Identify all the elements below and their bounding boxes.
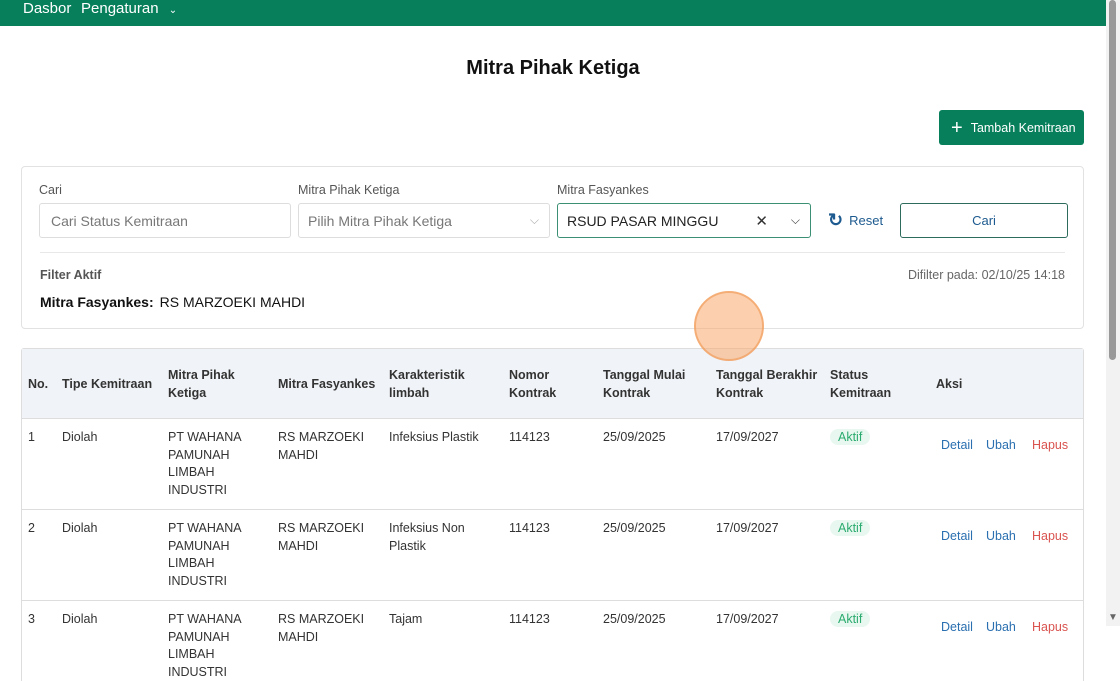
detail-link[interactable]: Detail [941,620,973,634]
cell-nomor: 114123 [509,521,550,535]
click-indicator [694,291,764,361]
fasyankes-select[interactable]: RSUD PASAR MINGGU ✕ ⌵ [557,203,811,238]
cell-no: 2 [28,521,35,535]
edit-link[interactable]: Ubah [986,529,1016,543]
search-input[interactable]: Cari Status Kemitraan [39,203,291,238]
plus-icon: + [951,116,963,139]
cell-fasyankes: RS MARZOEKI MAHDI [278,521,365,553]
filtered-at: Difilter pada: 02/10/25 14:18 [907,268,1065,282]
cell-mulai: 25/09/2025 [603,521,666,535]
detail-link[interactable]: Detail [941,438,973,452]
cell-tipe: Diolah [62,430,98,444]
search-button[interactable]: Cari [900,203,1068,238]
cell-no: 1 [28,430,35,444]
clear-icon[interactable]: ✕ [755,212,768,230]
chevron-down-icon: ⌵ [529,213,539,227]
cell-no: 3 [28,612,35,626]
chevron-down-icon: ⌄ [168,5,178,16]
reset-button[interactable]: ↻ Reset [828,210,884,230]
cell-tipe: Diolah [62,612,98,626]
column-header: Tanggal Mulai Kontrak [603,368,686,400]
column-header: No. [28,377,49,391]
page-title: Mitra Pihak Ketiga [466,57,640,79]
scrollbar-thumb[interactable] [1109,0,1116,360]
filter-panel: Cari Cari Status Kemitraan Mitra Pihak K… [21,166,1084,329]
cell-karakteristik: Infeksius Plastik [389,430,479,444]
cell-fasyankes: RS MARZOEKI MAHDI [278,612,365,644]
cell-berakhir: 17/09/2027 [716,521,779,535]
detail-link[interactable]: Detail [941,529,973,543]
cell-nomor: 114123 [509,612,550,626]
refresh-icon: ↻ [828,210,844,230]
status-badge: Aktif [830,429,871,445]
edit-link[interactable]: Ubah [986,620,1016,634]
search-label: Cari [39,183,62,197]
cell-mulai: 25/09/2025 [603,430,666,444]
cell-mitra: PT WAHANA PAMUNAH LIMBAH INDUSTRI [168,430,241,497]
divider [40,252,1065,253]
status-badge: Aktif [830,611,871,627]
active-filter-label: Filter Aktif [40,268,102,282]
column-header: Nomor Kontrak [509,368,557,400]
table-row: 3 Diolah PT WAHANA PAMUNAH LIMBAH INDUSTRI… [22,601,1083,681]
cell-berakhir: 17/09/2027 [716,430,779,444]
cell-karakteristik: Tajam [389,612,423,626]
cell-mitra: PT WAHANA PAMUNAH LIMBAH INDUSTRI [168,612,241,679]
column-header: Aksi [936,377,963,391]
active-filter: Mitra Fasyankes: RS MARZOEKI MAHDI [40,294,306,310]
cell-nomor: 114123 [509,430,550,444]
column-header: Mitra Fasyankes [278,377,376,391]
cell-karakteristik: Infeksius Non Plastik [389,521,465,553]
column-header: Tipe Kemitraan [62,377,153,391]
column-header: Mitra Pihak Ketiga [168,368,235,400]
nav-dasbor[interactable]: Dasbor [23,0,72,17]
mitra-label: Mitra Pihak Ketiga [298,183,400,197]
nav-pengaturan[interactable]: Pengaturan ⌄ [81,0,178,17]
column-header: Tanggal Berakhir Kontrak [716,368,818,400]
cell-tipe: Diolah [62,521,98,535]
add-partnership-button[interactable]: + Tambah Kemitraan [939,110,1084,145]
table-header: No. Tipe Kemitraan Mitra Pihak Ketiga Mitra… [22,349,1083,419]
chevron-down-icon[interactable]: ⌵ [790,213,800,227]
scrollbar[interactable]: ▼ [1106,0,1120,626]
partners-table: No. Tipe Kemitraan Mitra Pihak Ketiga Mitra… [21,348,1084,681]
edit-link[interactable]: Ubah [986,438,1016,452]
cell-mitra: PT WAHANA PAMUNAH LIMBAH INDUSTRI [168,521,241,588]
column-header: Karakteristik limbah [389,368,465,400]
delete-link[interactable]: Hapus [1032,529,1069,543]
status-badge: Aktif [830,520,871,536]
mitra-select[interactable]: Pilih Mitra Pihak Ketiga ⌵ [298,203,550,238]
column-header: Status Kemitraan [830,368,892,400]
delete-link[interactable]: Hapus [1032,620,1069,634]
cell-berakhir: 17/09/2027 [716,612,779,626]
table-row: 2 Diolah PT WAHANA PAMUNAH LIMBAH INDUSTRI… [22,510,1083,601]
fasyankes-label: Mitra Fasyankes [557,183,649,197]
top-nav: Dasbor Pengaturan ⌄ [0,0,1106,26]
table-row: 1 Diolah PT WAHANA PAMUNAH LIMBAH INDUSTRI… [22,419,1083,510]
scroll-down-icon[interactable]: ▼ [1108,612,1118,623]
delete-link[interactable]: Hapus [1032,438,1069,452]
cell-fasyankes: RS MARZOEKI MAHDI [278,430,365,462]
cell-mulai: 25/09/2025 [603,612,666,626]
